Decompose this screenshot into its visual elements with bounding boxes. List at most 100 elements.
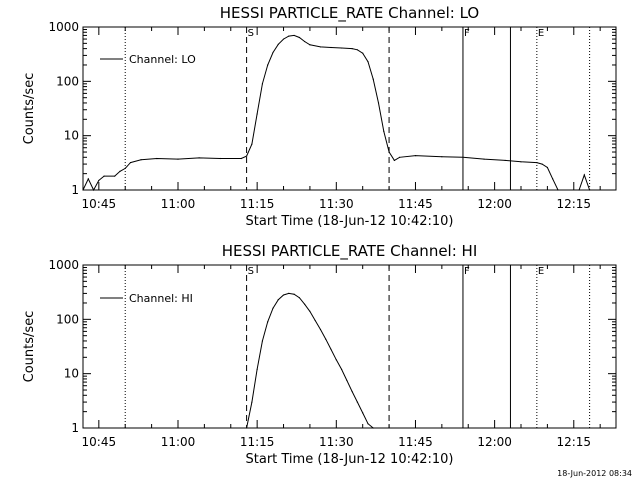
y-tick-label: 100 [56,74,79,88]
data-point [98,179,100,182]
data-point [583,174,585,176]
data-point [372,78,374,80]
event-marker-label: S [248,28,254,39]
data-point [578,189,580,191]
x-tick-label: 11:45 [398,197,433,211]
data-point [367,423,369,425]
data-point [383,130,385,132]
data-point [267,321,269,323]
data-point [351,48,353,50]
x-tick-label: 12:15 [556,197,591,211]
data-point [546,166,548,169]
y-tick-label: 10 [64,367,79,381]
legend-label: Channel: LO [129,53,196,66]
data-point [272,307,274,309]
plot-frame [82,264,617,429]
x-tick-label: 11:45 [398,435,433,449]
data-point [536,161,538,164]
x-tick-label: 11:30 [319,435,354,449]
data-point [256,113,258,115]
x-tick-label: 11:00 [161,197,196,211]
chart-title: HESSI PARTICLE_RATE Channel: LO [220,4,479,23]
x-tick-label: 10:45 [82,197,117,211]
data-point [198,157,200,159]
data-point [340,47,343,49]
data-point [114,175,116,177]
x-axis-label: Start Time (18-Jun-12 10:42:10) [246,214,454,229]
data-point [277,299,279,301]
data-point [261,340,264,342]
data-point [140,159,142,161]
data-point [589,189,591,191]
data-point [309,44,311,46]
x-axis-label: Start Time (18-Jun-12 10:42:10) [246,452,454,467]
data-point [541,163,543,165]
data-point [156,157,158,160]
data-point [462,156,464,158]
y-axis-label: Counts/sec [22,73,37,145]
data-point [552,178,554,180]
data-point [256,368,258,370]
data-point [129,161,132,164]
data-point [245,427,248,429]
y-axis-label: Counts/sec [22,311,37,383]
data-point [245,155,248,157]
data-point [362,412,364,414]
data-point [399,156,401,158]
data-point [304,303,306,305]
data-point [325,338,327,340]
data-point [335,359,337,361]
y-tick-label: 1000 [48,258,79,272]
event-marker-label: E [538,266,544,277]
data-point [240,157,242,160]
data-point [330,348,332,350]
data-point [356,401,359,403]
legend-label: Channel: HI [129,292,193,305]
data-point [282,38,285,40]
x-tick-label: 11:30 [319,197,354,211]
x-tick-label: 11:15 [240,435,275,449]
data-point [92,189,95,191]
data-point [267,64,269,66]
data-point [288,292,290,295]
event-marker-label: S [248,266,254,277]
series-line [246,292,374,429]
data-point [251,401,253,403]
chart-title: HESSI PARTICLE_RATE Channel: HI [222,242,478,261]
event-marker-label: F [464,28,470,39]
data-point [377,102,380,104]
y-tick-label: 100 [56,312,79,326]
data-point [293,34,295,37]
data-point [304,40,306,43]
data-point [293,293,295,295]
x-tick-label: 11:00 [161,435,196,449]
data-point [330,46,332,49]
data-point [177,158,179,160]
data-point [219,157,221,160]
data-point [393,159,395,162]
data-point [319,46,322,48]
data-point [261,83,264,85]
data-point [87,178,89,180]
data-point [367,61,369,63]
data-point [277,43,279,45]
data-point [414,154,417,157]
data-point [504,159,506,162]
data-point [372,427,374,429]
data-point [119,170,121,172]
data-point [441,156,443,158]
data-point [362,52,364,54]
plot-frame [82,26,617,191]
data-point [124,167,126,169]
data-point [282,294,285,296]
data-point [388,151,390,153]
y-tick-label: 10 [64,129,79,143]
data-point [340,368,343,370]
data-point [103,175,105,177]
event-marker-label: F [464,266,470,277]
data-point [483,158,485,160]
data-point [319,328,322,331]
x-tick-label: 12:00 [477,197,512,211]
data-point [298,297,300,299]
